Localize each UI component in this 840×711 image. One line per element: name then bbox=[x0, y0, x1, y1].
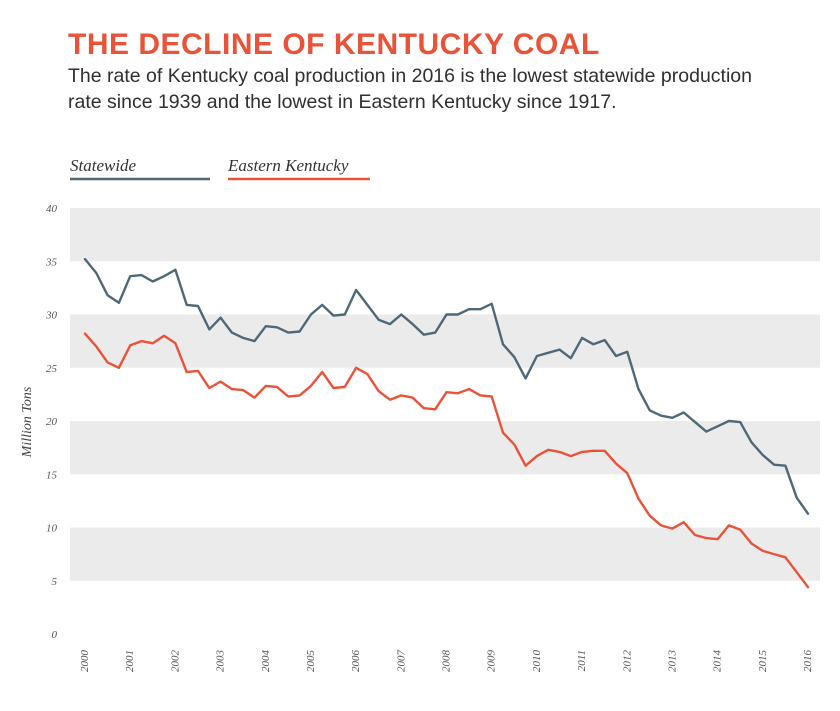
grid-bands bbox=[70, 208, 820, 581]
y-tick-label: 20 bbox=[46, 416, 58, 428]
series-line bbox=[83, 332, 810, 589]
x-tick-label: 2012 bbox=[621, 650, 633, 673]
chart-title: THE DECLINE OF KENTUCKY COAL bbox=[68, 28, 600, 61]
y-axis-label: Million Tons bbox=[20, 386, 35, 458]
y-tick-label: 40 bbox=[46, 203, 58, 215]
x-tick-label: 2005 bbox=[305, 650, 317, 673]
legend: Statewide Eastern Kentucky bbox=[70, 156, 370, 181]
legend-label: Statewide bbox=[70, 156, 137, 175]
x-tick-label: 2013 bbox=[666, 650, 678, 673]
x-axis-ticks: 2000 2001 2002 2003 2004 2005 2006 2007 2008 2009… bbox=[79, 650, 814, 673]
series-lines bbox=[83, 257, 810, 589]
x-tick-label: 2006 bbox=[350, 650, 362, 673]
grid-band bbox=[70, 208, 820, 262]
x-tick-label: 2010 bbox=[531, 650, 543, 673]
y-axis-ticks: 0 5 10 15 20 25 30 35 40 bbox=[45, 203, 58, 641]
x-tick-label: 2014 bbox=[712, 650, 724, 673]
grid-band bbox=[70, 314, 820, 368]
grid-band bbox=[70, 527, 820, 581]
x-tick-label: 2016 bbox=[802, 650, 814, 673]
legend-label: Eastern Kentucky bbox=[227, 156, 349, 175]
y-tick-label: 0 bbox=[52, 629, 58, 641]
y-tick-label: 5 bbox=[52, 576, 58, 588]
x-tick-label: 2007 bbox=[395, 650, 407, 673]
series-line bbox=[83, 257, 810, 515]
x-tick-label: 2009 bbox=[486, 650, 498, 673]
y-tick-label: 10 bbox=[46, 523, 58, 535]
x-tick-label: 2004 bbox=[260, 650, 272, 673]
y-tick-label: 35 bbox=[45, 256, 58, 268]
x-tick-label: 2001 bbox=[124, 650, 136, 672]
x-tick-label: 2008 bbox=[441, 650, 453, 673]
y-tick-label: 15 bbox=[46, 469, 58, 481]
x-tick-label: 2002 bbox=[169, 650, 181, 673]
x-tick-label: 2011 bbox=[576, 650, 588, 671]
grid-band bbox=[70, 421, 820, 475]
x-tick-label: 2003 bbox=[215, 650, 227, 673]
x-tick-label: 2000 bbox=[79, 650, 91, 673]
y-tick-label: 30 bbox=[45, 310, 58, 322]
chart-subtitle: The rate of Kentucky coal production in … bbox=[68, 65, 752, 113]
y-tick-label: 25 bbox=[46, 363, 58, 375]
x-tick-label: 2015 bbox=[757, 650, 769, 673]
